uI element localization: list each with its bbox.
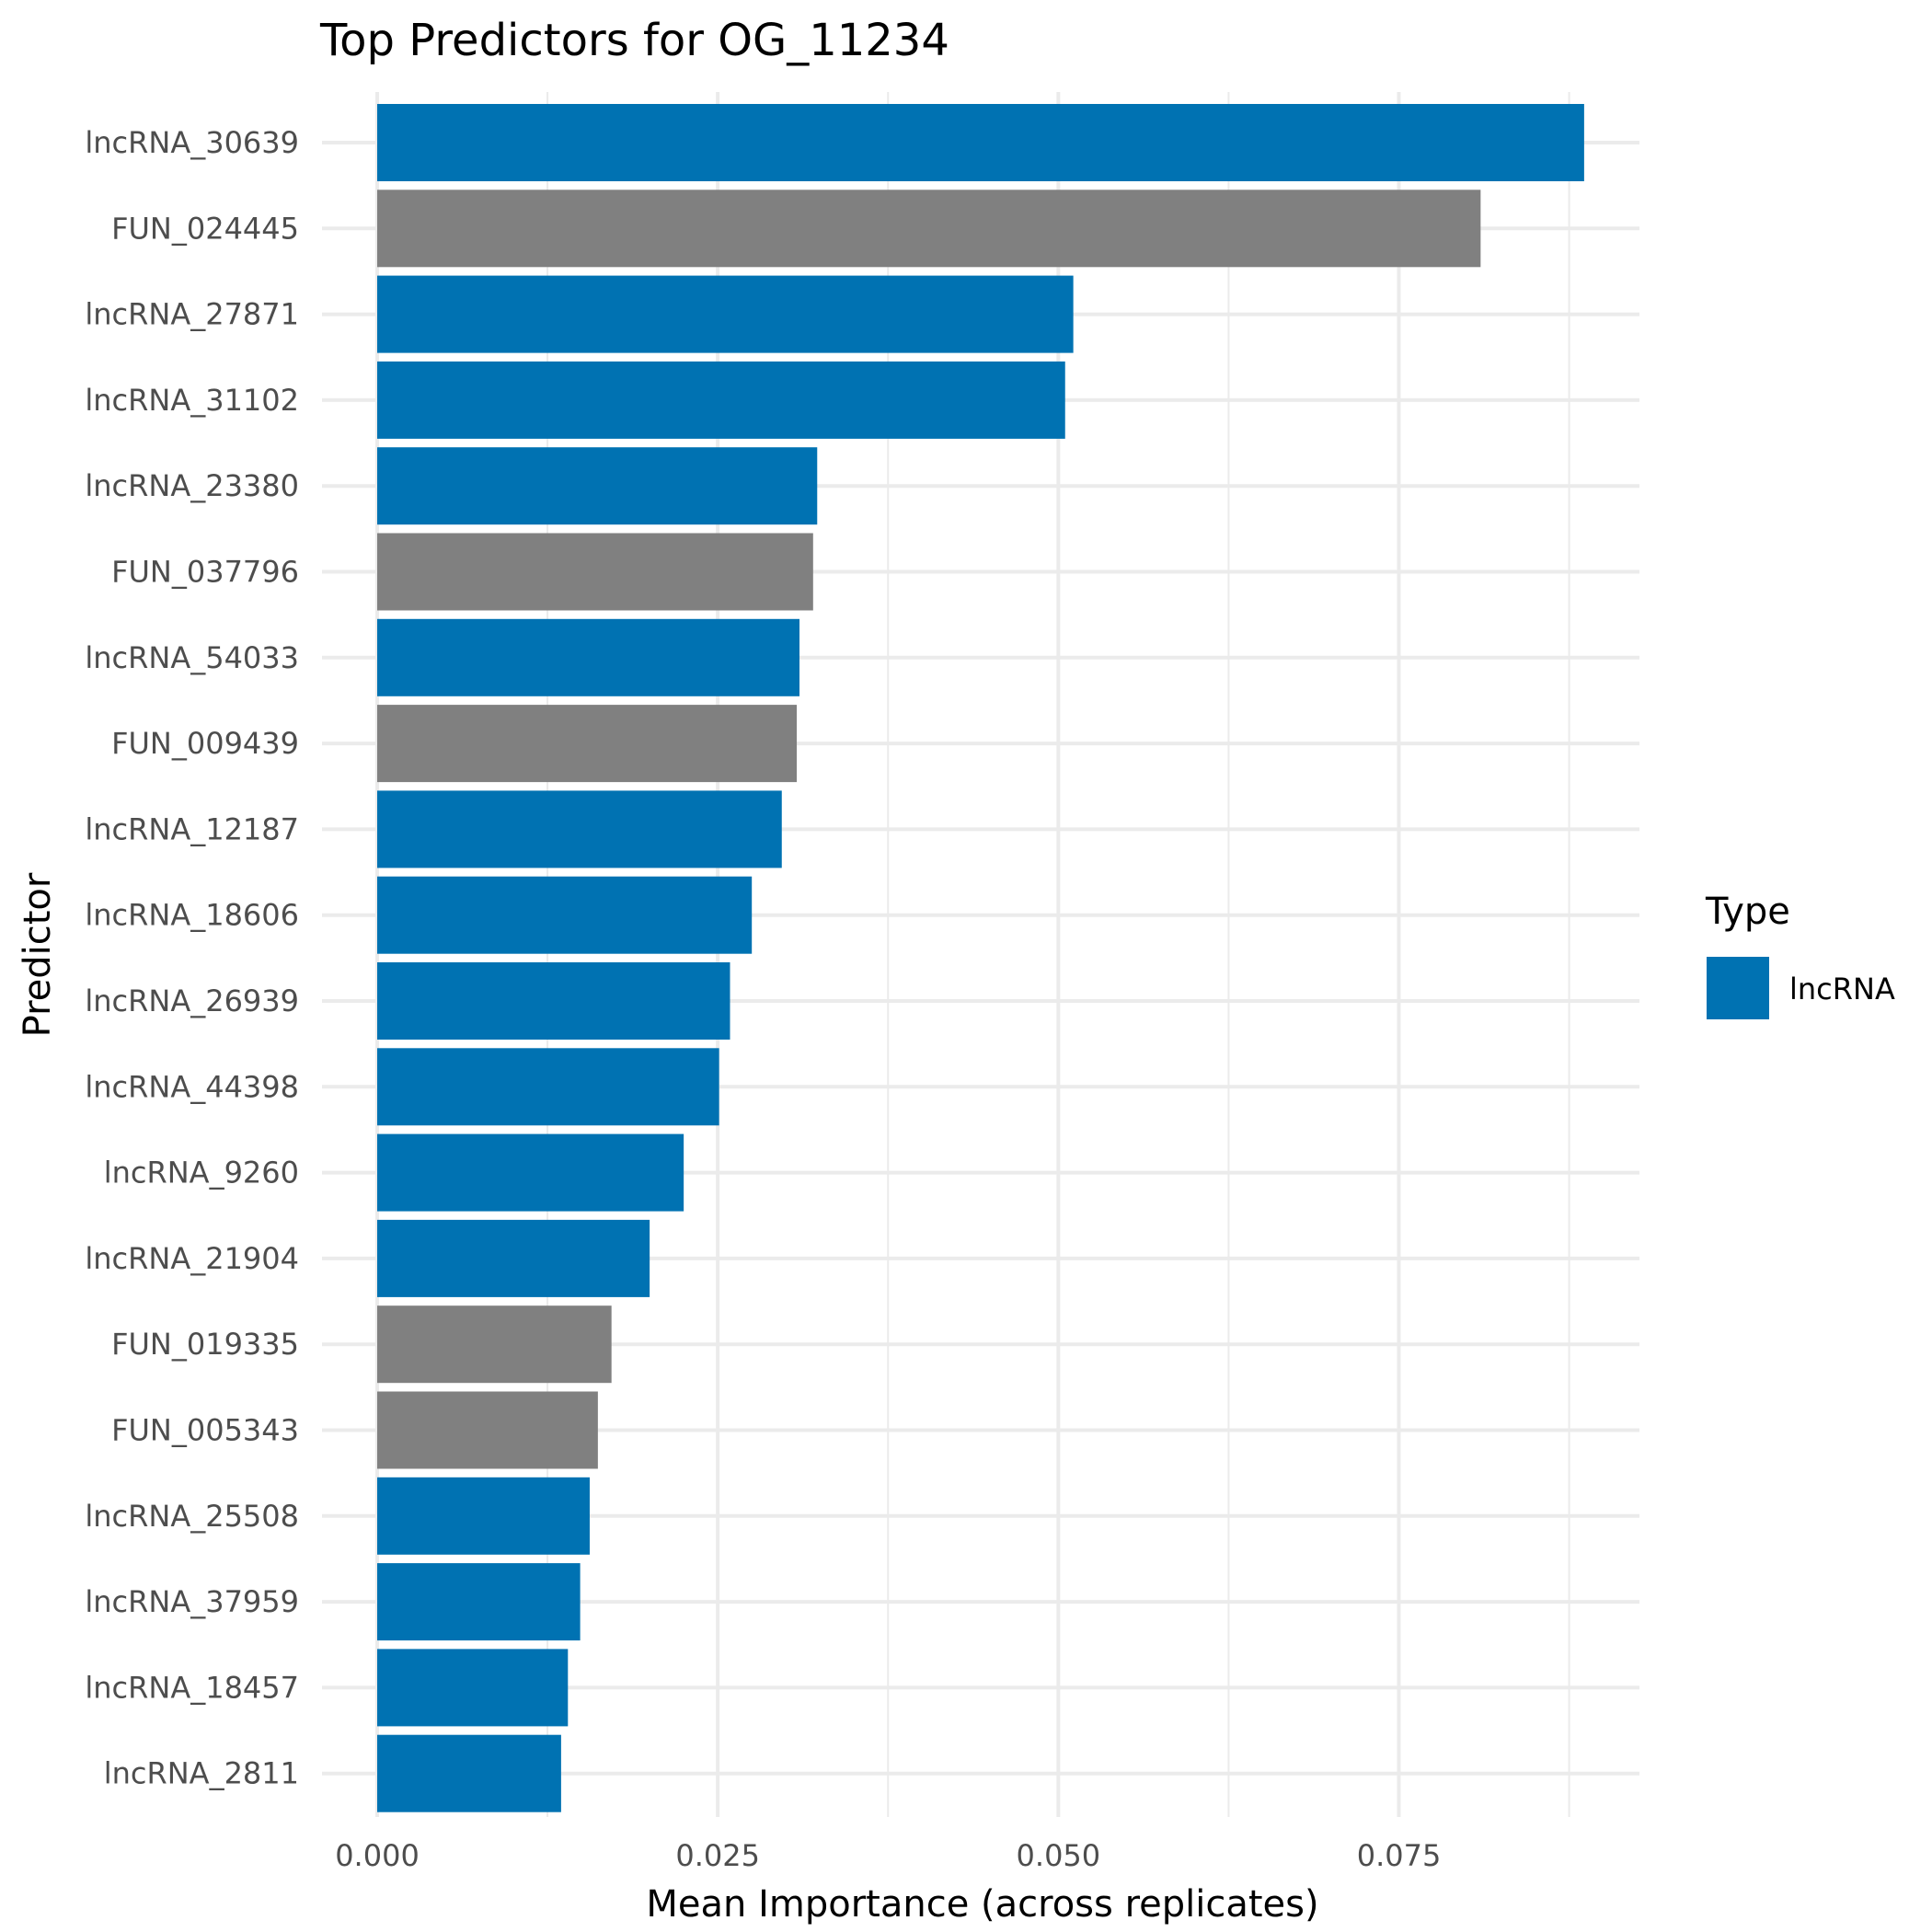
legend-title: Type: [1705, 891, 1790, 933]
y-tick-label: lncRNA_27871: [85, 297, 299, 332]
bar-lncrna-30639: [377, 104, 1584, 181]
y-tick-label: lncRNA_12187: [85, 811, 299, 846]
legend: Type lncRNA: [1705, 891, 1895, 1019]
y-tick-label: FUN_024445: [111, 211, 299, 246]
bar-lncrna-25508: [377, 1477, 590, 1555]
bar-lncrna-12187: [377, 790, 782, 868]
bar-fun-009439: [377, 705, 798, 783]
bar-lncrna-54033: [377, 618, 800, 696]
x-tick-label: 0.050: [1017, 1838, 1101, 1873]
y-tick-label: lncRNA_25508: [85, 1499, 299, 1534]
bar-lncrna-26939: [377, 962, 730, 1040]
bar-lncrna-18606: [377, 876, 753, 954]
bar-fun-024445: [377, 190, 1481, 268]
x-tick-label: 0.025: [675, 1838, 760, 1873]
bar-lncrna-18457: [377, 1649, 569, 1727]
legend-key-lncrna: [1707, 957, 1769, 1019]
bar-lncrna-37959: [377, 1563, 581, 1641]
y-axis-title: Predictor: [17, 872, 59, 1037]
bar-lncrna-21904: [377, 1219, 650, 1297]
y-tick-label: FUN_037796: [111, 555, 299, 590]
bar-lncrna-9260: [377, 1133, 684, 1212]
y-tick-label: lncRNA_37959: [85, 1584, 299, 1619]
bar-layer: [377, 104, 1584, 1812]
bar-lncrna-27871: [377, 275, 1074, 353]
x-tick-label: 0.000: [335, 1838, 420, 1873]
bar-lncrna-31102: [377, 361, 1065, 439]
bar-lncrna-44398: [377, 1048, 719, 1126]
y-tick-label: FUN_019335: [111, 1327, 299, 1362]
bar-lncrna-2811: [377, 1734, 561, 1812]
y-tick-label: lncRNA_18606: [85, 898, 299, 933]
y-tick-label: lncRNA_9260: [104, 1156, 299, 1190]
chart-title: Top Predictors for OG_11234: [319, 15, 949, 66]
y-tick-label: lncRNA_30639: [85, 125, 299, 160]
y-tick-label: lncRNA_21904: [85, 1241, 299, 1276]
bar-fun-005343: [377, 1391, 598, 1469]
y-tick-label: lncRNA_26939: [85, 983, 299, 1018]
bar-lncrna-23380: [377, 447, 818, 525]
legend-label-lncrna: lncRNA: [1789, 972, 1895, 1006]
bar-fun-019335: [377, 1305, 612, 1384]
y-tick-label: lncRNA_18457: [85, 1670, 299, 1705]
y-tick-labels: lncRNA_30639 FUN_024445 lncRNA_27871 lncRNA…: [85, 125, 299, 1791]
y-tick-label: FUN_005343: [111, 1413, 299, 1448]
y-tick-label: lncRNA_23380: [85, 468, 299, 503]
x-tick-labels: 0.000 0.025 0.050 0.075: [335, 1838, 1441, 1873]
y-tick-label: FUN_009439: [111, 726, 299, 761]
y-tick-label: lncRNA_54033: [85, 640, 299, 675]
y-tick-label: lncRNA_44398: [85, 1069, 299, 1104]
bar-fun-037796: [377, 533, 813, 611]
y-tick-label: lncRNA_2811: [104, 1756, 299, 1791]
x-tick-label: 0.075: [1357, 1838, 1442, 1873]
x-axis-title: Mean Importance (across replicates): [646, 1883, 1318, 1926]
y-tick-label: lncRNA_31102: [85, 383, 299, 418]
